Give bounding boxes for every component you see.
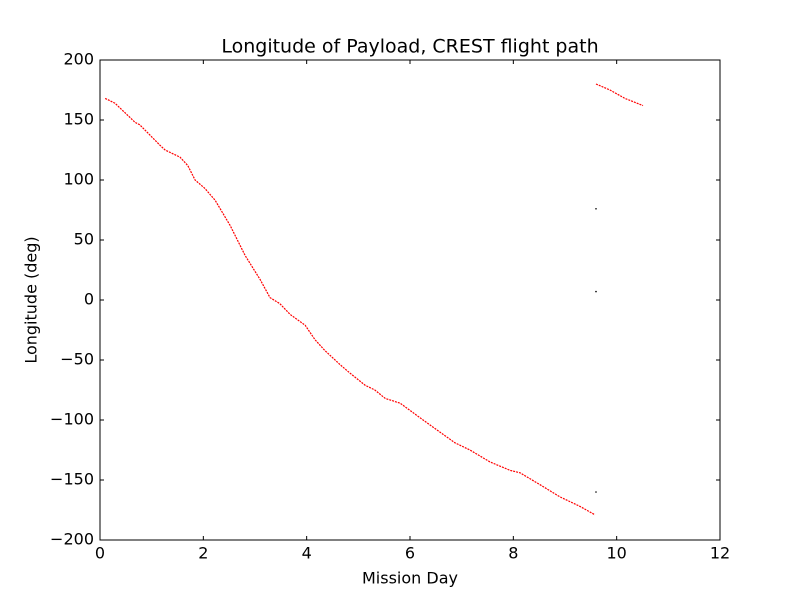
y-tick-label: 200 [63, 50, 94, 69]
y-axis-label: Longitude (deg) [22, 236, 41, 363]
point [595, 208, 597, 210]
point [595, 491, 597, 493]
y-tick-label: −50 [60, 350, 94, 369]
x-tick-label: 4 [302, 544, 312, 563]
x-tick-label: 12 [710, 544, 730, 563]
x-tick-label: 2 [198, 544, 208, 563]
y-tick-label: −200 [50, 530, 94, 549]
y-tick-label: 50 [74, 230, 94, 249]
y-tick-label: −100 [50, 410, 94, 429]
y-tick-label: 0 [84, 290, 94, 309]
x-tick-label: 6 [405, 544, 415, 563]
y-tick-label: 150 [63, 110, 94, 129]
x-tick-label: 10 [606, 544, 626, 563]
plot-frame [99, 59, 721, 541]
y-tick-label: −150 [50, 470, 94, 489]
data-line [104, 83, 644, 516]
point [595, 290, 597, 293]
chart-title: Longitude of Payload, CREST flight path [221, 36, 598, 58]
x-axis-label: Mission Day [362, 569, 458, 588]
x-tick-label: 0 [95, 544, 105, 563]
x-tick-label: 8 [508, 544, 518, 563]
y-tick-label: 100 [63, 170, 94, 189]
